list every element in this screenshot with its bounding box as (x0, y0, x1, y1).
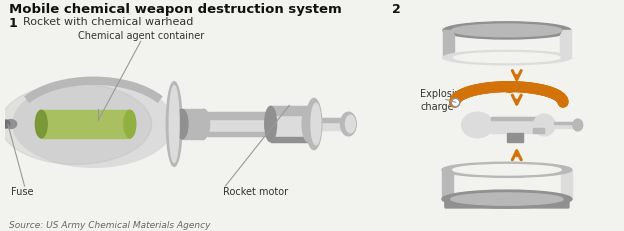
Bar (507, 133, 523, 142)
Bar (442, 170, 453, 199)
Ellipse shape (124, 111, 136, 138)
Bar (41, 111, 130, 138)
Ellipse shape (442, 163, 572, 178)
Bar (182, 110, 203, 139)
Ellipse shape (306, 99, 322, 150)
Ellipse shape (311, 104, 321, 145)
Ellipse shape (462, 113, 493, 138)
Ellipse shape (176, 110, 188, 139)
Ellipse shape (265, 107, 276, 142)
Bar (491, 118, 540, 133)
Bar (208, 132, 271, 136)
Ellipse shape (2, 121, 10, 128)
Text: 2: 2 (392, 3, 401, 16)
Ellipse shape (443, 23, 571, 40)
Text: Mobile chemical weapon destruction system: Mobile chemical weapon destruction syste… (9, 3, 341, 16)
FancyBboxPatch shape (445, 197, 569, 208)
Ellipse shape (453, 165, 561, 175)
Bar (271, 137, 308, 142)
Bar (271, 107, 308, 142)
Bar (534, 128, 544, 133)
Ellipse shape (302, 107, 314, 142)
Ellipse shape (5, 120, 17, 129)
Ellipse shape (534, 115, 555, 136)
Ellipse shape (167, 82, 182, 167)
Bar (554, 122, 576, 128)
Ellipse shape (198, 110, 210, 139)
Text: Source: US Army Chemical Materials Agency: Source: US Army Chemical Materials Agenc… (9, 221, 210, 230)
Bar (454, 28, 560, 34)
Ellipse shape (451, 193, 563, 205)
Bar (453, 194, 561, 199)
Ellipse shape (573, 120, 583, 131)
Ellipse shape (346, 116, 355, 133)
Ellipse shape (36, 111, 47, 138)
Bar (271, 107, 308, 116)
Bar (208, 113, 271, 136)
Text: Rocket with chemical warhead: Rocket with chemical warhead (22, 17, 193, 27)
Text: Fuse: Fuse (11, 186, 33, 196)
Text: Rocket motor: Rocket motor (223, 186, 288, 196)
Bar (208, 113, 271, 120)
Text: Explosive
charge: Explosive charge (421, 88, 467, 112)
Bar (554, 122, 576, 125)
Ellipse shape (454, 53, 560, 63)
Ellipse shape (0, 84, 152, 165)
Bar (561, 170, 572, 199)
Ellipse shape (443, 51, 571, 66)
Ellipse shape (452, 25, 562, 38)
Bar (560, 31, 571, 58)
Bar (322, 119, 344, 122)
Bar (443, 31, 454, 58)
Text: 1: 1 (9, 17, 17, 30)
Ellipse shape (169, 86, 179, 163)
Bar (491, 118, 540, 121)
Ellipse shape (341, 113, 356, 136)
Bar (322, 119, 344, 130)
Ellipse shape (12, 81, 174, 168)
Ellipse shape (442, 190, 572, 208)
Text: Chemical agent container: Chemical agent container (77, 31, 204, 41)
